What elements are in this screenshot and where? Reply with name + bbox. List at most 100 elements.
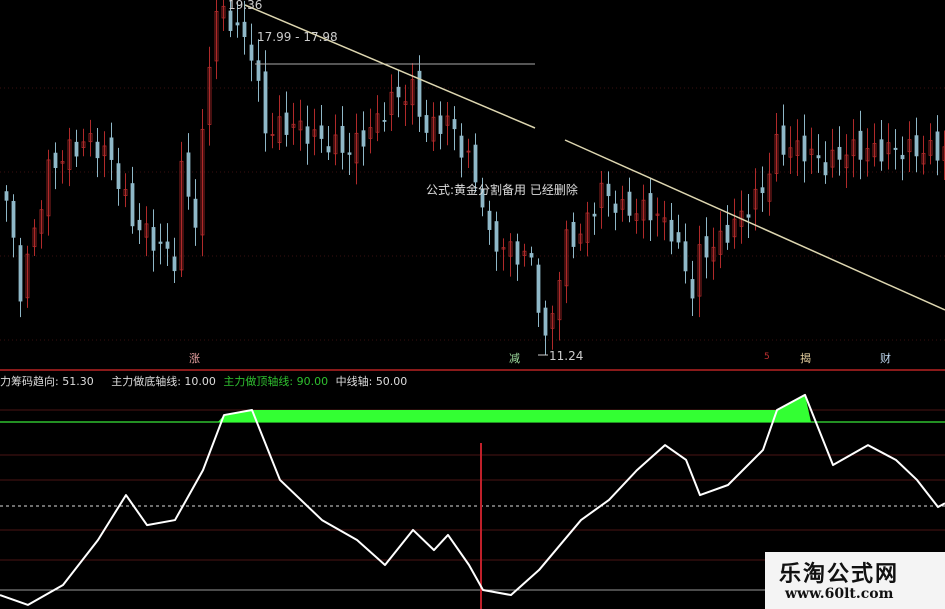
candle-body [277,116,282,144]
candle-body [515,241,520,265]
marker-zhang: 涨 [189,352,200,365]
candle-body [746,214,751,218]
candle-body [557,280,562,321]
candle-body [627,191,632,216]
candle-body [494,221,499,252]
candle-body [88,133,93,143]
candle-body [466,150,471,153]
candle-body [102,145,107,157]
candle-body [431,116,436,142]
candle-body [158,241,163,244]
candle-body [207,66,212,125]
candle-body [130,183,135,227]
candle-body [445,115,450,126]
candle-body [375,113,380,133]
candle-body [767,173,772,202]
candle-body [529,253,534,258]
candle-body [634,213,639,221]
high-price-label: 19.36 [228,0,263,12]
candle-body [410,79,415,106]
candle-body [263,71,268,134]
candle-body [851,139,856,157]
candle-body [928,140,933,156]
candle-body [242,21,247,38]
candle-body [774,133,779,174]
candle-body [32,227,37,248]
candle-body [914,135,919,157]
candle-body [298,120,303,131]
candle-body [326,146,331,153]
candle-body [571,221,576,247]
legend-label-mid: 中线轴 [335,375,369,388]
candle-body [452,119,457,130]
watermark-url: www.60lt.com [785,586,894,602]
candle-body [270,134,275,136]
candle-body [46,159,51,217]
marker-5: 5 [764,352,770,362]
candle-body [25,253,30,299]
trend-line [244,4,536,129]
candle-body [319,125,324,139]
candle-body [291,123,296,128]
candle-body [837,146,842,160]
candle-body [823,162,828,176]
candle-body [200,128,205,236]
top-zone-fill [218,394,811,422]
candle-body [256,60,261,81]
candle-body [459,135,464,158]
candle-body [522,250,527,257]
candle-body [795,140,800,156]
candle-body [620,199,625,210]
candle-body [340,125,345,153]
candle-body [396,86,401,98]
candle-body [109,137,114,160]
candle-body [144,223,149,238]
candle-body [368,127,373,139]
candle-body [704,236,709,258]
candle-body [179,160,184,271]
candle-body [536,264,541,313]
marker-cai: 财 [880,352,891,365]
candle-body [935,131,940,161]
marker-jie: 揭 [800,352,811,365]
legend-value-trend: 51.30 [62,375,94,388]
candle-body [606,183,611,197]
candle-body [228,10,233,31]
candle-body [438,115,443,134]
marker-jian: 减 [509,352,520,365]
candle-body [830,149,835,168]
candle-body [697,244,702,297]
candle-body [550,313,555,329]
legend-label-trend: 力筹码趋向 [0,375,55,388]
watermark-name: 乐淘公式网 [779,561,900,587]
candle-body [193,198,198,228]
oscillator-line [0,393,945,606]
candle-body [648,193,653,221]
candle-body [172,256,177,272]
candle-body [669,219,674,242]
candle-body [123,189,128,196]
candle-body [760,187,765,194]
candle-body [879,139,884,162]
watermark: 乐淘公式网 www.60lt.com [765,552,945,609]
candle-body [718,230,723,255]
candle-body [711,246,716,262]
candle-body [53,152,58,168]
candle-body [564,229,569,287]
candle-body [907,139,912,153]
candle-body [886,142,891,155]
candle-body [543,307,548,336]
low-price-label: 11.24 [549,349,584,363]
candle-body [641,199,646,221]
legend-value-top: 90.00 [296,375,329,388]
candle-body [690,279,695,299]
candle-body [592,213,597,217]
candle-body [487,210,492,230]
candle-body [389,91,394,115]
candle-body [683,241,688,272]
candle-body [732,218,737,238]
legend-value-mid: 50.00 [375,375,408,388]
candle-body [844,154,849,169]
candle-body [333,134,338,155]
